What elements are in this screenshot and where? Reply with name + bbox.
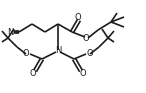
Text: O: O — [75, 12, 81, 21]
Text: O: O — [87, 49, 93, 57]
Text: N: N — [7, 28, 13, 36]
Text: O: O — [83, 33, 89, 43]
Text: O: O — [23, 49, 29, 57]
Text: N: N — [55, 45, 61, 54]
Text: O: O — [80, 69, 86, 78]
Text: O: O — [30, 69, 36, 78]
